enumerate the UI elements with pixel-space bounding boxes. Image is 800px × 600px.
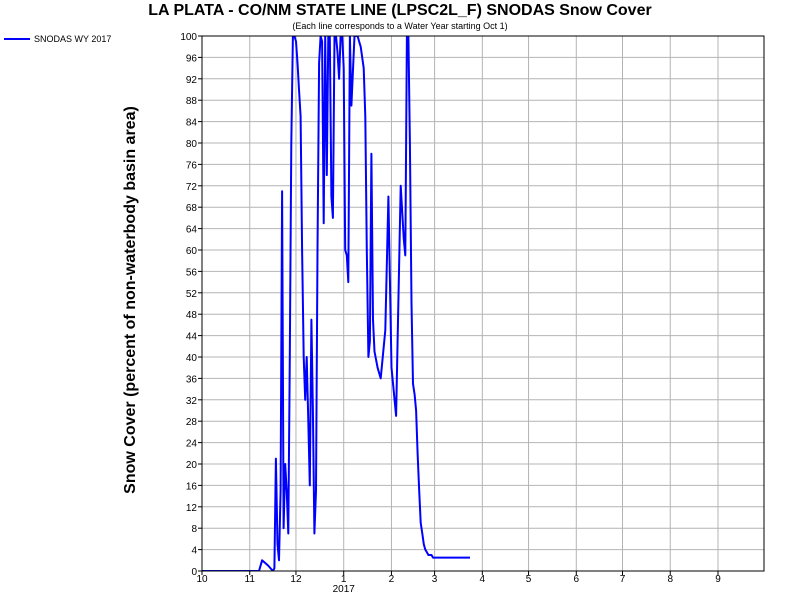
y-tick-label: 40	[186, 353, 198, 364]
x-tick-label: 4	[480, 574, 486, 585]
y-tick-label: 52	[186, 289, 198, 300]
x-tick-label: 11	[245, 574, 256, 585]
chart-title: LA PLATA - CO/NM STATE LINE (LPSC2L_F) S…	[148, 2, 652, 19]
y-tick-label: 12	[186, 503, 198, 514]
y-tick-label: 44	[186, 332, 198, 343]
x-tick-label: 9	[715, 574, 721, 585]
y-tick-label: 80	[186, 139, 198, 150]
x-year-label: 2017	[333, 584, 356, 595]
x-tick-label: 7	[620, 574, 626, 585]
y-tick-label: 60	[186, 246, 198, 257]
y-tick-label: 4	[191, 546, 197, 557]
y-tick-label: 68	[186, 203, 198, 214]
grid	[201, 35, 764, 572]
y-axis: 0481216202428323640444852566064687276808…	[180, 32, 202, 578]
y-tick-label: 96	[186, 53, 198, 64]
series-layer	[202, 36, 470, 571]
legend-swatch	[4, 38, 30, 40]
x-tick-label: 3	[432, 574, 438, 585]
y-tick-label: 32	[186, 396, 198, 407]
chart-subtitle: (Each line corresponds to a Water Year s…	[292, 21, 508, 31]
plot-frame	[201, 35, 765, 572]
x-tick-label: 8	[667, 574, 673, 585]
y-tick-label: 72	[186, 182, 198, 193]
legend-label: SNODAS WY 2017	[34, 34, 112, 44]
y-tick-label: 0	[191, 567, 197, 578]
y-tick-label: 100	[180, 32, 197, 43]
y-tick-label: 84	[186, 118, 198, 129]
y-tick-label: 48	[186, 310, 198, 321]
y-tick-label: 8	[191, 524, 197, 535]
y-tick-label: 56	[186, 267, 198, 278]
series-line	[202, 36, 470, 571]
x-tick-label: 1	[341, 574, 347, 585]
y-tick-label: 88	[186, 96, 198, 107]
y-tick-label: 16	[186, 481, 198, 492]
x-tick-label: 12	[290, 574, 302, 585]
x-tick-label: 2	[389, 574, 395, 585]
y-tick-label: 28	[186, 417, 198, 428]
x-tick-label: 10	[196, 574, 208, 585]
y-tick-label: 76	[186, 160, 198, 171]
y-tick-label: 24	[186, 439, 198, 450]
y-tick-label: 36	[186, 374, 198, 385]
y-tick-label: 92	[186, 75, 198, 86]
y-tick-label: 64	[186, 225, 198, 236]
y-tick-label: 20	[186, 460, 198, 471]
x-tick-label: 5	[526, 574, 532, 585]
legend: SNODAS WY 2017	[4, 34, 111, 44]
x-tick-label: 6	[574, 574, 580, 585]
